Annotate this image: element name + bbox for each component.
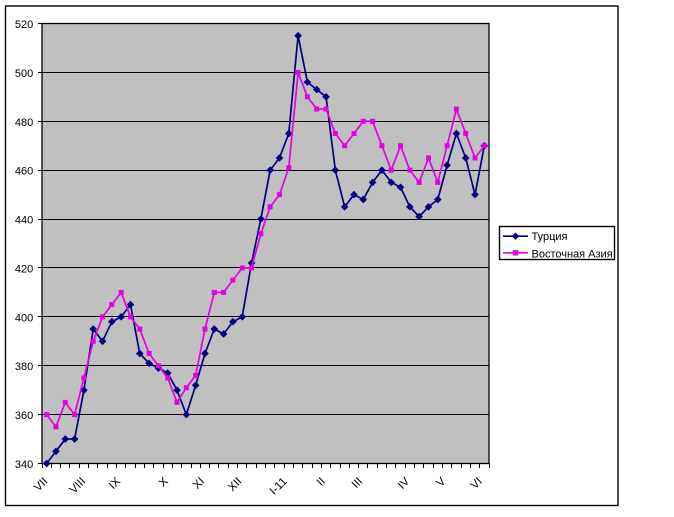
svg-text:Турция: Турция — [532, 231, 568, 243]
svg-text:520: 520 — [15, 19, 33, 31]
svg-text:Восточная Азия: Восточная Азия — [532, 248, 613, 260]
svg-text:340: 340 — [15, 459, 33, 471]
svg-text:440: 440 — [15, 215, 33, 227]
svg-text:360: 360 — [15, 410, 33, 422]
svg-text:420: 420 — [15, 263, 33, 275]
svg-text:380: 380 — [15, 361, 33, 373]
svg-text:460: 460 — [15, 166, 33, 178]
svg-text:500: 500 — [15, 68, 33, 80]
svg-text:480: 480 — [15, 117, 33, 129]
svg-text:400: 400 — [15, 312, 33, 324]
